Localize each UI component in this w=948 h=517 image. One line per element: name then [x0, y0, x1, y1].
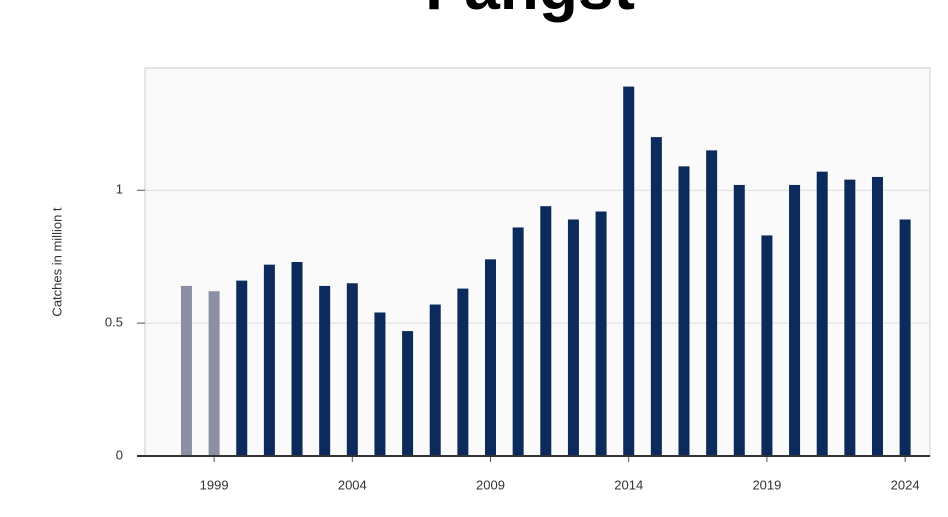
bar [733, 184, 745, 456]
bar [457, 288, 469, 456]
bar [871, 176, 883, 456]
bar [180, 285, 192, 456]
x-tick-label: 2014 [614, 477, 643, 492]
bar [208, 291, 220, 456]
x-tick-label: 2019 [752, 477, 781, 492]
bar [844, 179, 856, 456]
bar [706, 150, 718, 457]
plot-area [144, 67, 931, 457]
bar [595, 211, 607, 456]
x-tick-label: 2004 [338, 477, 367, 492]
chart-title: Fangst [425, 0, 635, 23]
bar [899, 219, 911, 456]
bar [567, 219, 579, 456]
bar [540, 206, 552, 456]
bar [789, 184, 801, 456]
bar [485, 259, 497, 456]
bar [236, 280, 248, 456]
bar [678, 166, 690, 456]
bar [374, 312, 386, 456]
bar [402, 331, 414, 456]
y-tick-label: 0 [116, 447, 123, 462]
y-tick-label: 1 [116, 182, 123, 197]
bar [816, 171, 828, 456]
bar [346, 283, 358, 456]
bar [650, 137, 662, 456]
bar [291, 262, 303, 456]
y-tick-label: 0.5 [105, 315, 123, 330]
y-axis-label: Catches in million t [49, 207, 64, 316]
x-tick-label: 2024 [891, 477, 920, 492]
bar [623, 86, 635, 457]
bar [761, 235, 773, 456]
bar [429, 304, 441, 456]
x-tick-label: 2009 [476, 477, 505, 492]
x-tick-label: 1999 [200, 477, 229, 492]
bar [512, 227, 524, 456]
bar [263, 264, 275, 456]
bar [319, 285, 331, 456]
